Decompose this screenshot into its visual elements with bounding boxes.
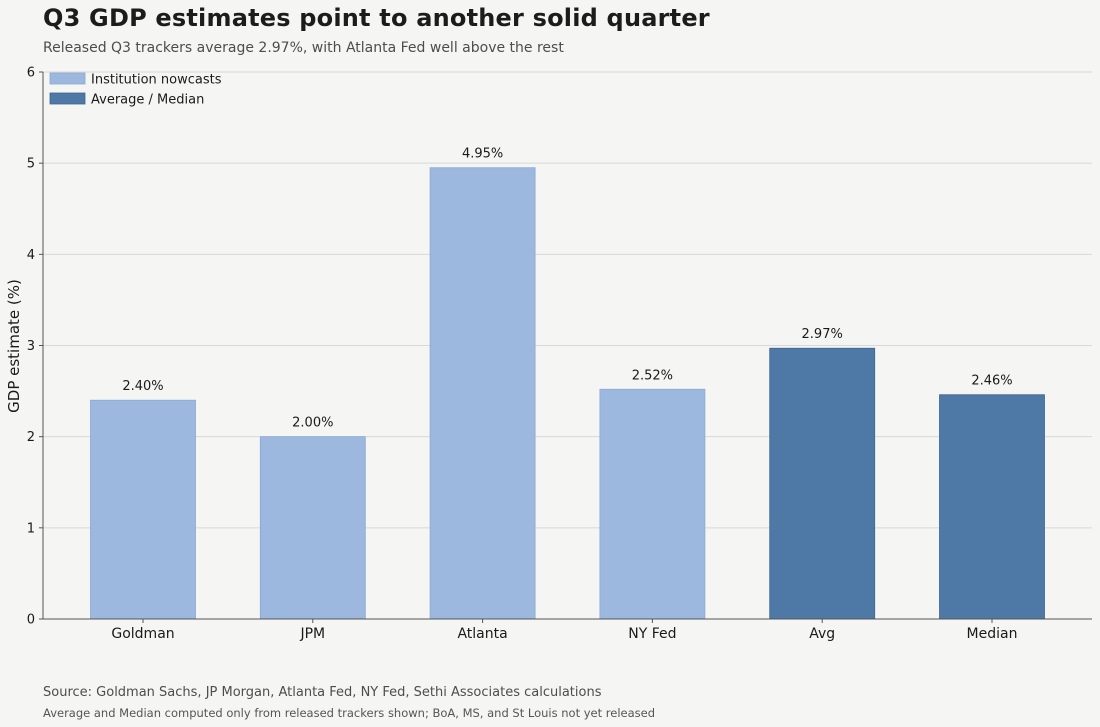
x-tick-label: Atlanta — [457, 626, 507, 642]
y-tick-label: 2 — [27, 430, 35, 445]
y-tick-label: 5 — [27, 157, 35, 172]
bar-jpm — [259, 436, 366, 620]
legend-swatch — [49, 92, 86, 105]
bar-median — [939, 394, 1045, 620]
chart-title: Q3 GDP estimates point to another solid … — [43, 4, 710, 32]
data-label: 4.95% — [462, 147, 503, 162]
x-tick-label: NY Fed — [628, 626, 676, 642]
x-tick-label: Avg — [809, 626, 835, 642]
gridlines — [43, 71, 1092, 529]
bar-ny-fed — [599, 388, 706, 620]
data-label: 2.46% — [971, 374, 1012, 389]
x-tick-label: JPM — [299, 626, 325, 642]
source-note: Source: Goldman Sachs, JP Morgan, Atlant… — [43, 685, 602, 700]
data-label: 2.40% — [122, 379, 163, 394]
legend-swatch — [49, 72, 86, 85]
data-label: 2.00% — [292, 416, 333, 431]
legend-label: Average / Median — [91, 93, 204, 108]
bar-goldman — [90, 399, 196, 620]
data-label: 2.97% — [802, 327, 843, 342]
legend-label: Institution nowcasts — [91, 73, 222, 88]
data-label: 2.52% — [632, 368, 673, 383]
bar-avg — [769, 347, 876, 620]
value-labels: 2.40% 2.00% 4.95% 2.52% 2.97% 2.46% — [122, 147, 1012, 431]
x-tick-label: Median — [967, 626, 1018, 642]
axes: 0 1 2 3 4 5 6 Goldman JPM Atlanta NY Fed Avg Median — [27, 66, 1092, 642]
chart-subtitle: Released Q3 trackers average 2.97%, with… — [43, 40, 564, 56]
x-tick-label: Goldman — [111, 626, 174, 642]
y-tick-label: 4 — [27, 248, 35, 263]
bar-atlanta — [429, 167, 536, 620]
y-axis-label: GDP estimate (%) — [5, 279, 23, 413]
y-tick-label: 6 — [27, 66, 35, 81]
y-tick-label: 0 — [27, 613, 35, 628]
bars — [90, 167, 1045, 620]
footnote: Average and Median computed only from re… — [43, 706, 656, 720]
y-tick-label: 3 — [27, 339, 35, 354]
legend: Institution nowcasts Average / Median — [49, 72, 222, 108]
y-tick-label: 1 — [27, 521, 35, 536]
